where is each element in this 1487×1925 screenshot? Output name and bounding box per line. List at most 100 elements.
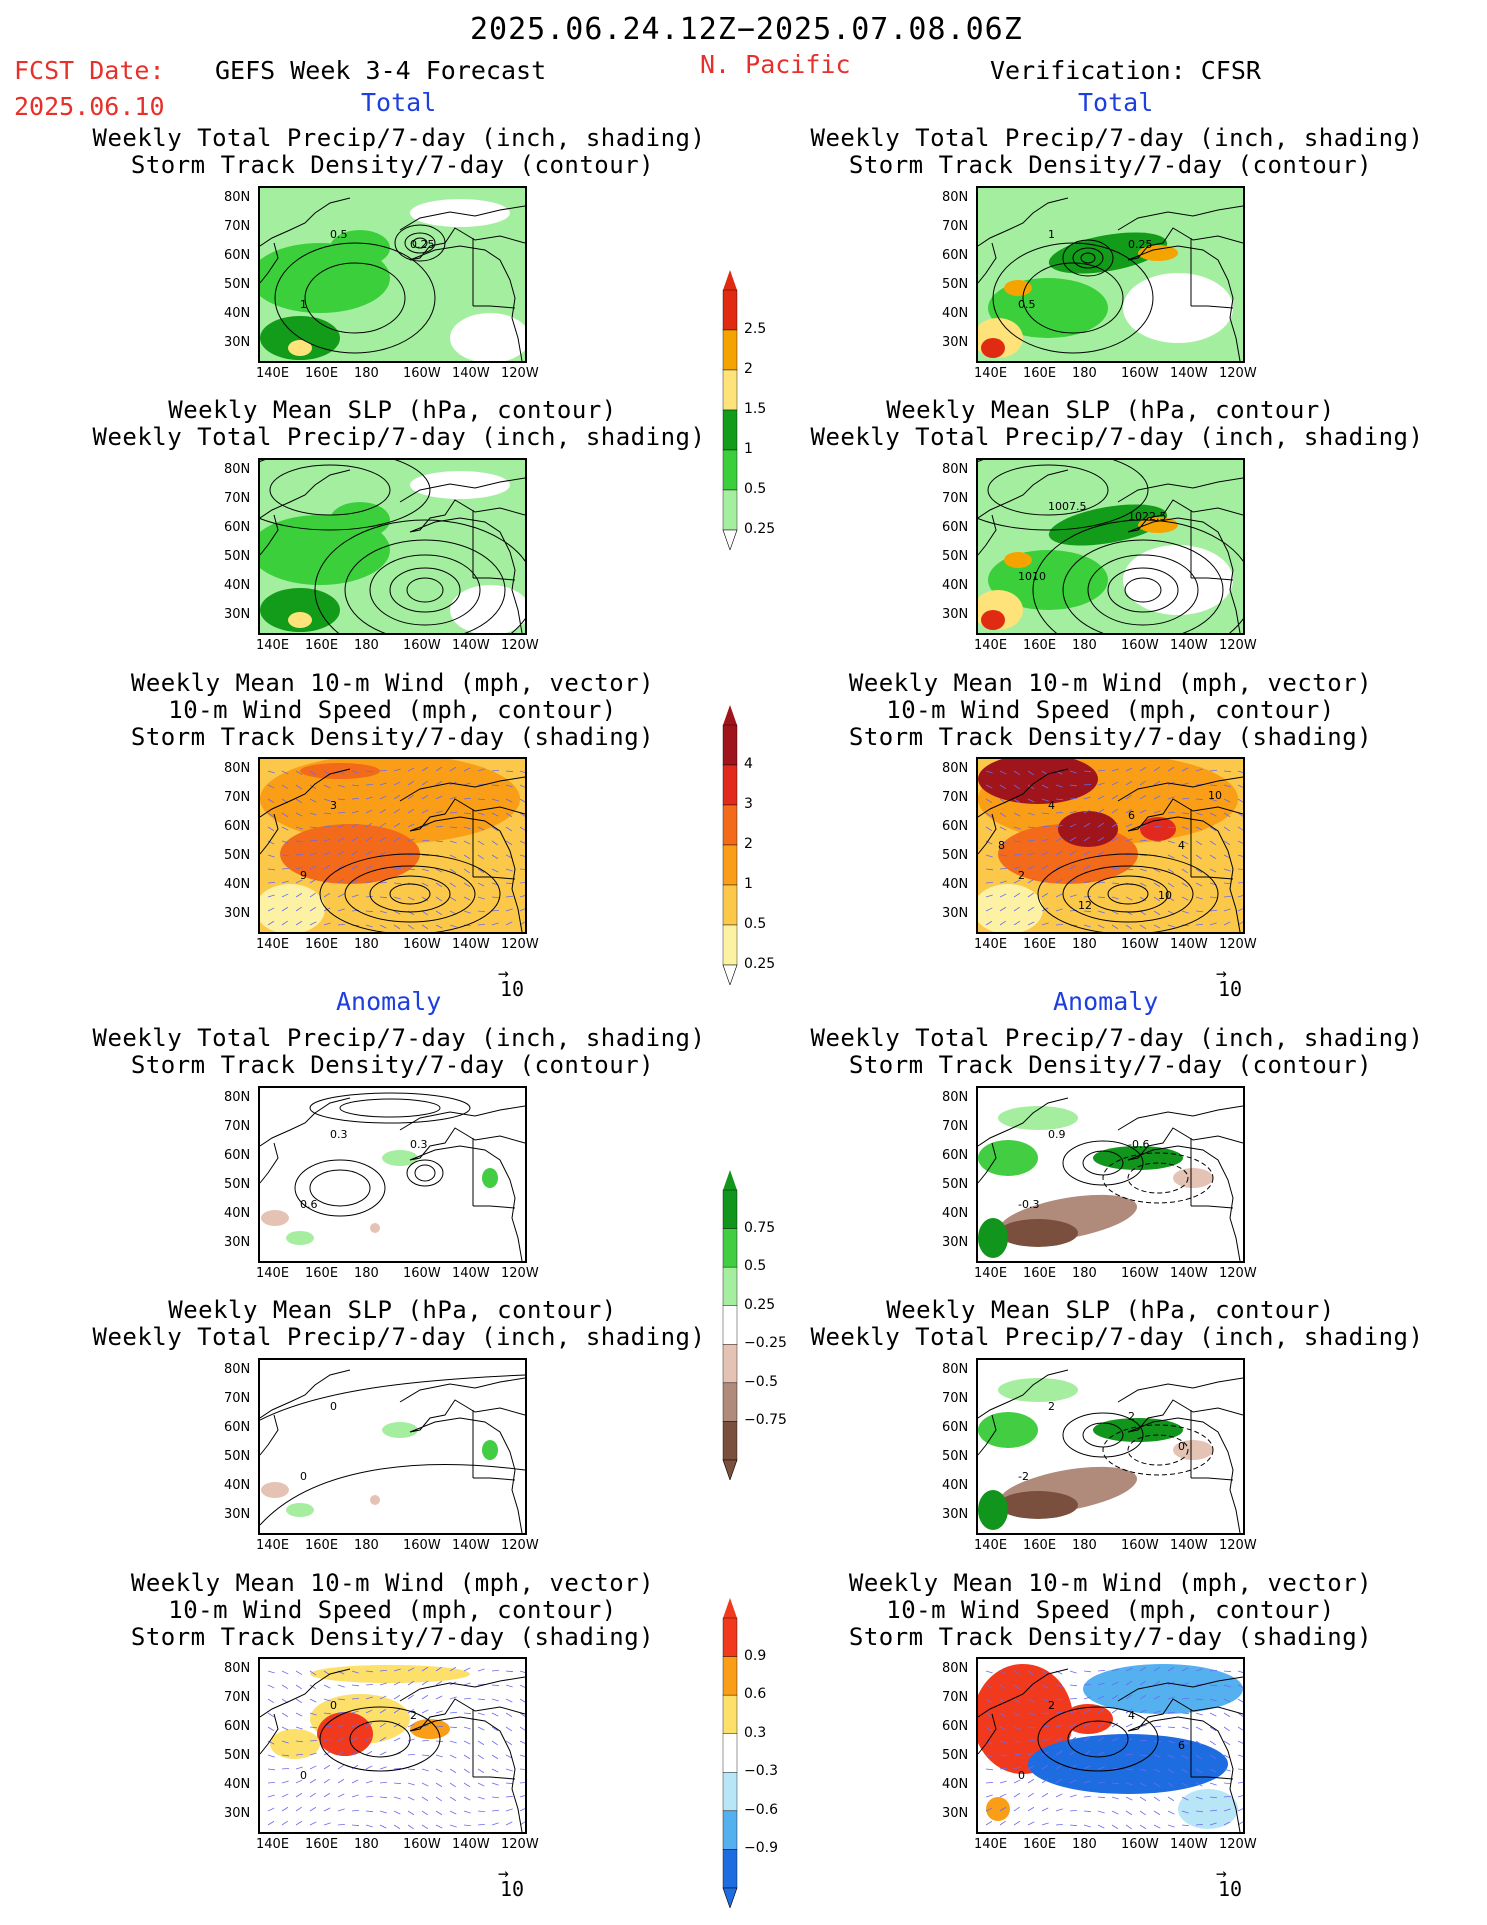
lat-tick-label: 70N	[224, 1690, 251, 1705]
wind-vector	[1055, 1750, 1063, 1756]
coastline-north-america	[1127, 1698, 1243, 1832]
wind-vector	[407, 823, 415, 828]
lat-tick-label: 70N	[224, 491, 251, 506]
caption-line: Weekly Total Precip/7-day (inch, shading…	[810, 1323, 1424, 1351]
lon-tick-label: 120W	[1219, 366, 1257, 381]
wind-vector	[351, 797, 360, 800]
wind-vector	[337, 1793, 345, 1798]
wind-vector	[1055, 908, 1063, 912]
wind-vector	[267, 854, 275, 858]
wind-vector	[323, 851, 331, 856]
wind-vector	[1083, 1780, 1091, 1784]
lat-tick-label: 30N	[224, 906, 251, 921]
wind-vector	[449, 868, 457, 874]
reference-vector-label: 10	[500, 1877, 525, 1901]
wind-vector	[393, 1824, 401, 1830]
lat-tick-label: 40N	[942, 1777, 969, 1792]
wind-vector	[379, 1682, 387, 1686]
coastline-north-america	[409, 499, 525, 633]
colorbar-swatch	[722, 1344, 738, 1384]
wind-vector	[337, 1724, 345, 1728]
wind-vector	[1153, 795, 1161, 800]
wind-vector	[1069, 823, 1077, 828]
lat-tick-label: 80N	[942, 462, 969, 477]
wind-vector	[1125, 794, 1133, 800]
wind-vector	[421, 910, 429, 916]
wind-vector	[421, 1666, 429, 1672]
wind-vector	[1013, 1726, 1021, 1730]
colorbar-svg	[722, 1598, 738, 1909]
lon-tick-label: 120W	[1219, 1538, 1257, 1553]
wind-vector	[421, 924, 429, 930]
wind-vector	[985, 826, 993, 832]
wind-vector	[1153, 924, 1161, 929]
wind-vector	[393, 924, 401, 930]
wind-vector	[267, 1726, 275, 1732]
lon-tick-label: 120W	[1219, 1266, 1257, 1281]
wind-vector	[1153, 1725, 1162, 1728]
lon-tick-label: 140W	[452, 366, 490, 381]
wind-vector	[449, 766, 457, 772]
wind-vector	[1195, 868, 1203, 874]
wind-vector	[323, 838, 331, 842]
wind-vector	[1195, 882, 1203, 887]
coastline-asia	[978, 1369, 1069, 1419]
wind-vector	[999, 840, 1007, 844]
wind-vector	[1013, 892, 1021, 898]
anom-contour-neg	[1102, 1424, 1214, 1476]
caption-line: Weekly Mean 10-m Wind (mph, vector)	[130, 669, 655, 697]
lat-tick-label: 40N	[224, 578, 251, 593]
wind-anom-contour	[1037, 1706, 1159, 1772]
wind-vector	[1209, 1698, 1217, 1702]
lon-tick-label: 140W	[1170, 366, 1208, 381]
precip-moderate	[330, 502, 390, 538]
wind-vector	[1167, 1666, 1175, 1672]
wind-vector	[393, 1767, 402, 1770]
wind-vector	[1181, 1796, 1189, 1801]
wind-vector	[1097, 782, 1105, 786]
wind-vector	[1209, 1684, 1218, 1687]
wind-vector	[1195, 840, 1203, 846]
wind-vector	[1167, 1726, 1176, 1729]
wind-vector	[407, 1680, 415, 1686]
wind-vector	[1223, 770, 1232, 773]
lat-tick-label: 40N	[224, 1478, 251, 1493]
colorbar-label: −0.9	[744, 1840, 778, 1857]
wind-vector	[463, 896, 471, 901]
wind-vector	[449, 854, 457, 859]
wind-vector	[1111, 768, 1119, 772]
wind-vector	[1111, 1737, 1119, 1742]
wind-vector	[1069, 894, 1077, 898]
wind-vector	[1209, 868, 1217, 873]
wind-vector	[519, 854, 525, 857]
wind-vector	[1027, 812, 1035, 816]
wind-vector	[1111, 781, 1119, 786]
political-borders	[472, 510, 516, 581]
wind-vector	[309, 1778, 317, 1784]
wind-vector	[365, 796, 373, 800]
coastline-asia	[260, 1668, 351, 1718]
wind-vector	[505, 868, 513, 872]
wind-vector	[295, 826, 303, 830]
wind-vector	[1237, 770, 1243, 773]
wind-vector	[435, 882, 443, 888]
wind-vector	[379, 782, 387, 786]
colorbar-cap	[722, 964, 738, 986]
wind-vector	[477, 896, 485, 900]
wind-vector	[379, 1751, 387, 1756]
wind-vector	[379, 896, 388, 899]
wind-vector	[295, 1670, 303, 1676]
wind-vector	[519, 1712, 525, 1717]
wind-vector	[267, 1807, 275, 1812]
wind-vector	[1027, 1684, 1035, 1690]
lon-tick-label: 160W	[1121, 1837, 1159, 1852]
wind-vector	[1055, 811, 1064, 814]
storm-density-4	[978, 759, 1098, 804]
wind-vector	[1111, 1708, 1119, 1714]
wind-vector	[295, 879, 303, 884]
contour-label: 2	[1018, 869, 1025, 882]
colorbar-precip_total	[722, 270, 738, 554]
wind-vector	[1223, 908, 1231, 912]
wind-vector	[351, 784, 359, 787]
wind-vector	[449, 840, 457, 844]
